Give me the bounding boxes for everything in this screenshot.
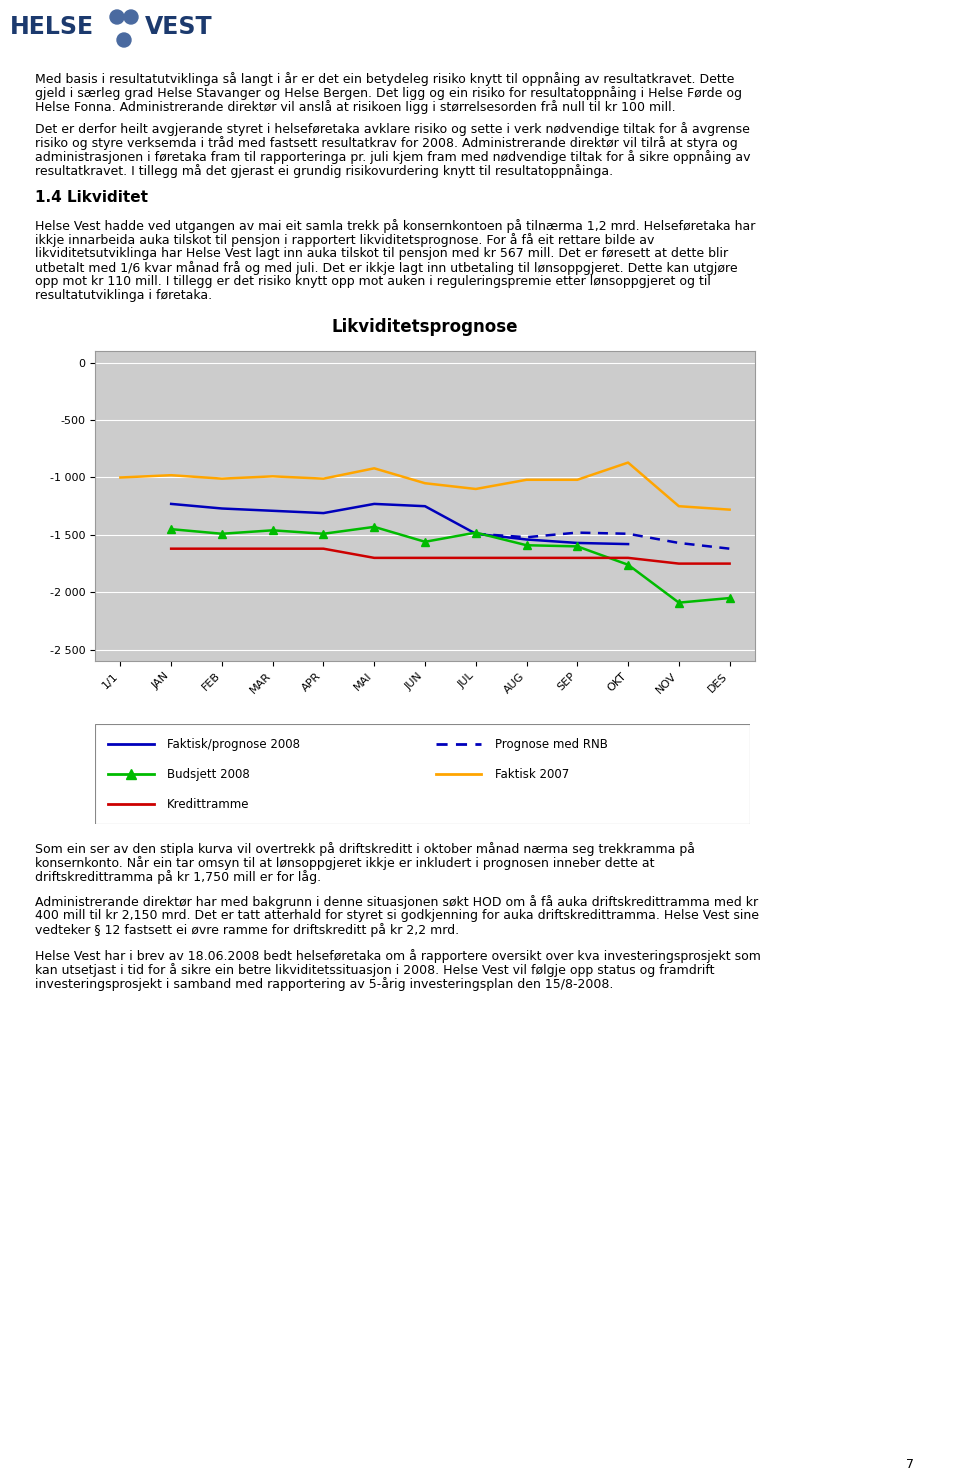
- Text: ikkje innarbeida auka tilskot til pensjon i rapportert likviditetsprognose. For : ikkje innarbeida auka tilskot til pensjo…: [35, 233, 655, 247]
- Text: Faktisk 2007: Faktisk 2007: [494, 767, 568, 780]
- Text: resultatutviklinga i føretaka.: resultatutviklinga i føretaka.: [35, 289, 212, 302]
- Text: VEST: VEST: [145, 15, 212, 39]
- Text: Likviditetsprognose: Likviditetsprognose: [332, 318, 518, 336]
- Text: 1.4 Likviditet: 1.4 Likviditet: [35, 190, 148, 204]
- Circle shape: [117, 33, 131, 47]
- Text: 7: 7: [906, 1457, 914, 1471]
- Text: risiko og styre verksemda i tråd med fastsett resultatkrav for 2008. Administrer: risiko og styre verksemda i tråd med fas…: [35, 136, 737, 151]
- Text: administrasjonen i føretaka fram til rapporteringa pr. juli kjem fram med nødven: administrasjonen i føretaka fram til rap…: [35, 151, 751, 164]
- Text: Budsjett 2008: Budsjett 2008: [167, 767, 250, 780]
- Text: Helse Fonna. Administrerande direktør vil anslå at risikoen ligg i størrelsesord: Helse Fonna. Administrerande direktør vi…: [35, 101, 676, 114]
- Text: Helse Vest har i brev av 18.06.2008 bedt helseføretaka om å rapportere oversikt : Helse Vest har i brev av 18.06.2008 bedt…: [35, 949, 761, 963]
- Text: driftskredittramma på kr 1,750 mill er for låg.: driftskredittramma på kr 1,750 mill er f…: [35, 871, 322, 884]
- Text: Som ein ser av den stipla kurva vil overtrekk på driftskreditt i oktober månad n: Som ein ser av den stipla kurva vil over…: [35, 843, 695, 856]
- Text: opp mot kr 110 mill. I tillegg er det risiko knytt opp mot auken i reguleringspr: opp mot kr 110 mill. I tillegg er det ri…: [35, 275, 710, 287]
- Text: Kredittramme: Kredittramme: [167, 798, 250, 810]
- Text: Helse Vest hadde ved utgangen av mai eit samla trekk på konsernkontoen på tilnær: Helse Vest hadde ved utgangen av mai eit…: [35, 219, 756, 233]
- Text: Faktisk/prognose 2008: Faktisk/prognose 2008: [167, 738, 300, 751]
- Circle shape: [110, 10, 124, 24]
- Text: investeringsprosjekt i samband med rapportering av 5-årig investeringsplan den 1: investeringsprosjekt i samband med rappo…: [35, 976, 613, 991]
- Text: utbetalt med 1/6 kvar månad frå og med juli. Det er ikkje lagt inn utbetaling ti: utbetalt med 1/6 kvar månad frå og med j…: [35, 261, 737, 275]
- Circle shape: [124, 10, 138, 24]
- Text: 400 mill til kr 2,150 mrd. Det er tatt atterhald for styret si godkjenning for a: 400 mill til kr 2,150 mrd. Det er tatt a…: [35, 909, 759, 923]
- Text: Det er derfor heilt avgjerande styret i helseføretaka avklare risiko og sette i : Det er derfor heilt avgjerande styret i …: [35, 123, 750, 136]
- Text: Prognose med RNB: Prognose med RNB: [494, 738, 608, 751]
- Text: likviditetsutviklinga har Helse Vest lagt inn auka tilskot til pensjon med kr 56: likviditetsutviklinga har Helse Vest lag…: [35, 247, 728, 261]
- Text: konsernkonto. Når ein tar omsyn til at lønsoppgjeret ikkje er inkludert i progno: konsernkonto. Når ein tar omsyn til at l…: [35, 856, 655, 871]
- Text: Med basis i resultatutviklinga så langt i år er det ein betydeleg risiko knytt t: Med basis i resultatutviklinga så langt …: [35, 73, 734, 86]
- Text: HELSE: HELSE: [10, 15, 94, 39]
- Text: resultatkravet. I tillegg må det gjerast ei grundig risikovurdering knytt til re: resultatkravet. I tillegg må det gjerast…: [35, 164, 613, 178]
- Text: Administrerande direktør har med bakgrunn i denne situasjonen søkt HOD om å få a: Administrerande direktør har med bakgrun…: [35, 896, 758, 909]
- Text: vedteker § 12 fastsett ei øvre ramme for driftskreditt på kr 2,2 mrd.: vedteker § 12 fastsett ei øvre ramme for…: [35, 923, 459, 937]
- Text: kan utsetjast i tid for å sikre ein betre likviditetssituasjon i 2008. Helse Ves: kan utsetjast i tid for å sikre ein betr…: [35, 963, 714, 976]
- Text: gjeld i særleg grad Helse Stavanger og Helse Bergen. Det ligg og ein risiko for : gjeld i særleg grad Helse Stavanger og H…: [35, 86, 742, 101]
